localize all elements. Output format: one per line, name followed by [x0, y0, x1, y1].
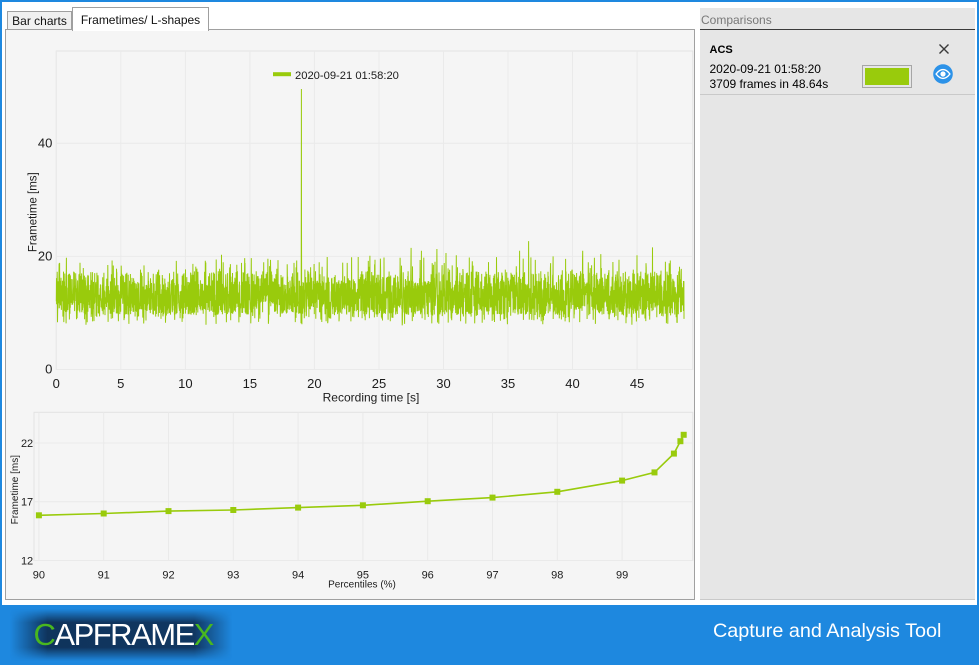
svg-text:95: 95: [357, 570, 369, 582]
svg-text:35: 35: [501, 376, 515, 391]
svg-text:Percentiles (%): Percentiles (%): [328, 580, 396, 591]
svg-text:Recording time [s]: Recording time [s]: [323, 391, 420, 405]
svg-text:90: 90: [33, 570, 45, 582]
svg-text:0: 0: [53, 376, 60, 391]
svg-text:2020-09-21 01:58:20: 2020-09-21 01:58:20: [295, 70, 399, 82]
svg-text:45: 45: [630, 376, 644, 391]
svg-text:98: 98: [551, 570, 563, 582]
svg-text:22: 22: [21, 438, 33, 450]
svg-text:15: 15: [243, 376, 257, 391]
svg-text:20: 20: [38, 249, 52, 264]
svg-text:92: 92: [162, 570, 174, 582]
svg-text:93: 93: [227, 570, 239, 582]
svg-text:94: 94: [292, 570, 304, 582]
svg-text:5: 5: [117, 376, 124, 391]
svg-text:30: 30: [436, 376, 450, 391]
svg-text:40: 40: [565, 376, 579, 391]
svg-text:25: 25: [372, 376, 386, 391]
svg-text:17: 17: [21, 497, 33, 509]
svg-text:Frametime [ms]: Frametime [ms]: [10, 455, 21, 525]
svg-text:96: 96: [422, 570, 434, 582]
svg-text:99: 99: [616, 570, 628, 582]
svg-text:10: 10: [178, 376, 192, 391]
svg-text:91: 91: [98, 570, 110, 582]
svg-text:12: 12: [21, 555, 33, 567]
svg-text:40: 40: [38, 136, 52, 151]
svg-text:Frametime [ms]: Frametime [ms]: [27, 172, 39, 252]
svg-text:0: 0: [45, 362, 52, 377]
svg-text:20: 20: [307, 376, 321, 391]
svg-text:97: 97: [486, 570, 498, 582]
